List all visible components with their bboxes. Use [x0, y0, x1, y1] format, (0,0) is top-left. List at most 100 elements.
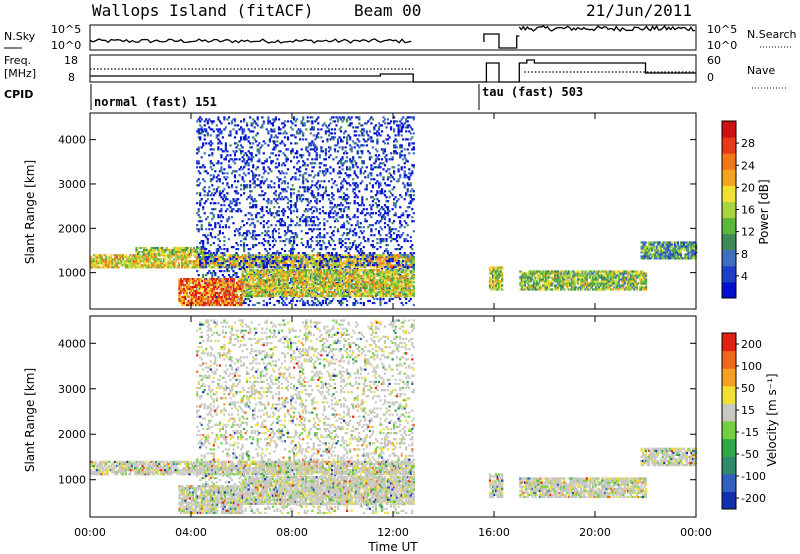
data-cell	[376, 142, 379, 145]
data-cell	[350, 256, 353, 259]
data-cell	[321, 210, 324, 213]
data-cell	[336, 256, 340, 259]
data-cell	[265, 158, 268, 161]
data-cell	[379, 256, 382, 259]
data-cell	[203, 234, 206, 237]
data-cell	[217, 256, 220, 259]
data-cell	[318, 240, 321, 243]
data-cell	[282, 122, 285, 125]
data-cell	[400, 144, 403, 147]
data-cell	[279, 258, 282, 261]
data-cell	[326, 262, 329, 265]
data-cell	[383, 194, 387, 197]
data-cell	[296, 156, 299, 159]
data-cell	[218, 232, 221, 235]
data-cell	[253, 230, 256, 233]
data-cell	[209, 252, 212, 255]
data-cell	[212, 264, 215, 267]
data-cell	[91, 258, 94, 261]
data-cell	[405, 260, 408, 263]
data-cell	[358, 140, 361, 143]
data-cell	[206, 194, 209, 197]
data-cell	[403, 156, 406, 159]
data-cell	[299, 128, 302, 131]
data-cell	[133, 256, 137, 259]
data-cell	[183, 254, 187, 257]
data-cell	[240, 126, 243, 129]
data-cell	[340, 160, 343, 163]
data-cell	[238, 168, 241, 171]
data-cell	[290, 206, 293, 209]
data-cell	[195, 280, 198, 283]
data-cell	[261, 190, 264, 193]
data-cell	[230, 268, 234, 271]
data-cell	[388, 266, 391, 269]
data-cell	[349, 228, 352, 231]
data-cell	[364, 176, 367, 179]
data-cell	[333, 180, 337, 183]
data-cell	[341, 216, 344, 219]
data-cell	[293, 248, 296, 251]
data-cell	[403, 240, 406, 243]
data-cell	[271, 262, 274, 265]
data-cell	[138, 254, 141, 257]
data-cell	[274, 230, 277, 233]
data-cell	[383, 210, 387, 213]
data-cell	[250, 264, 253, 267]
data-cell	[368, 256, 371, 259]
data-cell	[185, 264, 188, 267]
data-cell	[232, 278, 236, 281]
data-cell	[193, 250, 196, 254]
data-cell	[220, 204, 223, 207]
data-cell	[412, 166, 415, 169]
data-cell	[156, 260, 159, 263]
data-cell	[286, 202, 290, 205]
data-cell	[329, 154, 332, 157]
data-cell	[212, 270, 215, 273]
data-cell	[383, 216, 387, 219]
data-cell	[217, 160, 220, 163]
data-cell	[377, 204, 381, 207]
data-cell	[126, 266, 129, 269]
data-cell	[399, 264, 402, 267]
data-cell	[197, 214, 200, 217]
data-cell	[356, 210, 359, 213]
data-cell	[205, 258, 208, 261]
data-cell	[165, 254, 168, 257]
data-cell	[183, 252, 187, 256]
data-cell	[174, 246, 177, 250]
data-cell	[282, 262, 285, 265]
data-cell	[165, 262, 168, 265]
data-cell	[250, 198, 253, 201]
data-cell	[277, 184, 281, 187]
data-cell	[252, 118, 255, 121]
data-cell	[324, 124, 327, 127]
data-cell	[144, 262, 147, 265]
data-cell	[220, 154, 223, 157]
data-cell	[411, 248, 414, 251]
data-cell	[224, 266, 227, 269]
data-cell	[408, 254, 411, 257]
data-cell	[377, 264, 381, 267]
data-cell	[215, 190, 218, 193]
data-cell	[130, 266, 134, 269]
data-cell	[294, 232, 297, 235]
data-cell	[376, 198, 379, 201]
data-cell	[199, 202, 202, 205]
data-cell	[309, 262, 312, 265]
data-cell	[326, 297, 329, 301]
data-cell	[243, 254, 246, 257]
data-cell	[286, 186, 290, 189]
data-cell	[220, 166, 223, 169]
data-cell	[99, 256, 102, 259]
data-cell	[185, 266, 188, 269]
data-cell	[203, 264, 206, 267]
data-cell	[196, 184, 199, 187]
data-cell	[99, 266, 102, 269]
data-cell	[264, 192, 267, 195]
data-cell	[302, 154, 305, 157]
data-cell	[390, 152, 393, 155]
data-cell	[383, 204, 387, 207]
data-cell	[226, 295, 230, 299]
data-cell	[211, 297, 214, 301]
